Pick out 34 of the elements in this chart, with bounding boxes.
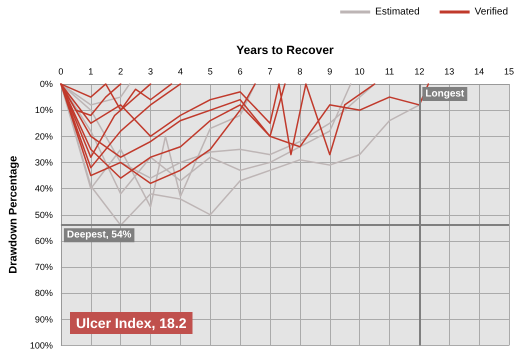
x-tick-label: 4 <box>178 66 183 76</box>
x-tick-label: 1 <box>88 66 94 76</box>
x-tick-label: 10 <box>354 66 365 76</box>
y-tick-label: 20% <box>34 131 53 142</box>
x-tick-label: 13 <box>444 66 454 76</box>
y-axis-title: Drawdown Percentage <box>8 156 20 274</box>
x-tick-label: 9 <box>327 66 332 76</box>
y-tick-label: 90% <box>34 314 53 324</box>
y-tick-label: 80% <box>34 288 53 298</box>
y-tick-label: 100% <box>30 340 53 350</box>
x-tick-label: 7 <box>268 66 273 76</box>
x-tick-label: 11 <box>384 66 394 76</box>
y-tick-label: 10% <box>34 105 53 116</box>
x-tick-label: 8 <box>297 66 302 76</box>
x-tick-label: 5 <box>208 66 213 76</box>
annotation: Ulcer Index, 18.2 <box>76 315 187 331</box>
x-tick-label: 0 <box>58 66 64 76</box>
y-tick-label: 50% <box>34 210 53 220</box>
x-tick-label: 3 <box>148 66 154 76</box>
ref-line-label: Deepest, 54% <box>66 230 132 241</box>
x-axis-title: Years to Recover <box>236 43 334 57</box>
ref-line-label: Longest <box>425 88 465 100</box>
x-tick-label: 15 <box>504 66 514 76</box>
x-tick-label: 12 <box>414 66 424 76</box>
x-tick-label: 6 <box>238 66 243 76</box>
y-tick-label: 40% <box>34 184 53 194</box>
x-tick-label: 14 <box>474 66 484 76</box>
y-tick-label: 30% <box>34 157 53 168</box>
x-tick-label: 2 <box>118 66 124 76</box>
y-tick-label: 0% <box>40 79 53 89</box>
legend-label: Estimated <box>375 6 420 18</box>
legend-label: Verified <box>474 6 508 18</box>
y-tick-label: 70% <box>34 262 53 272</box>
y-tick-label: 60% <box>34 236 53 246</box>
